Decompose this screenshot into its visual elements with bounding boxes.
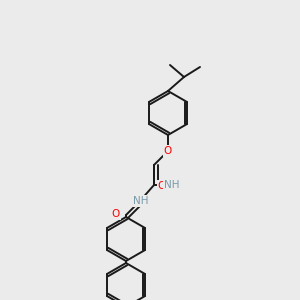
Text: NH: NH <box>164 180 180 190</box>
Text: O: O <box>158 181 166 191</box>
Text: NH: NH <box>133 196 149 206</box>
Text: O: O <box>112 209 120 219</box>
Text: O: O <box>164 146 172 156</box>
